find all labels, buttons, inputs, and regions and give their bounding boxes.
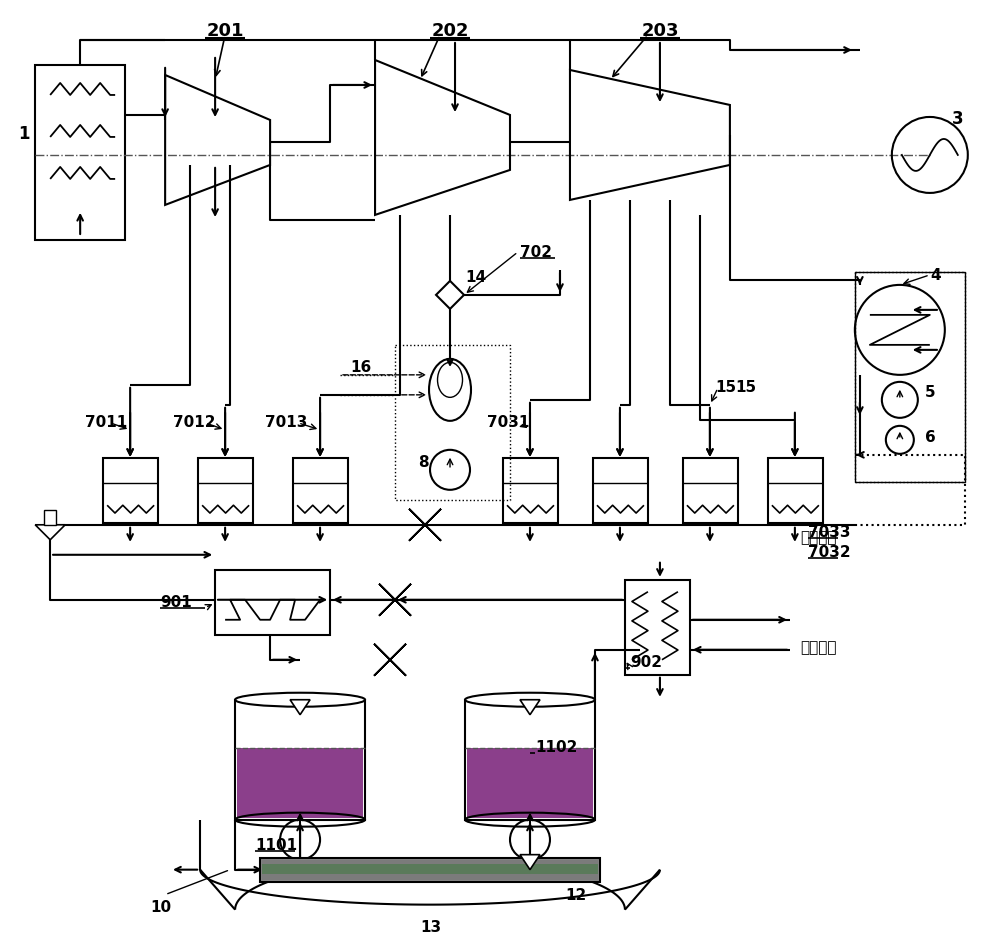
Text: 7013: 7013 — [265, 415, 307, 430]
Text: 4: 4 — [930, 268, 940, 283]
Polygon shape — [520, 700, 540, 715]
Bar — [503, 458, 558, 523]
Text: 10: 10 — [150, 900, 171, 915]
Text: 热网供水: 热网供水 — [800, 639, 836, 654]
Text: 201: 201 — [206, 22, 244, 40]
Bar — [465, 700, 595, 820]
Ellipse shape — [465, 693, 595, 707]
Text: 3: 3 — [952, 110, 963, 128]
Polygon shape — [374, 644, 406, 676]
Text: 6: 6 — [925, 430, 936, 445]
Bar — [467, 747, 593, 818]
Text: 8: 8 — [418, 454, 429, 470]
Polygon shape — [290, 700, 310, 715]
Bar — [260, 857, 600, 882]
Bar — [625, 579, 690, 675]
Text: 供热回水: 供热回水 — [800, 530, 836, 545]
Text: 1: 1 — [18, 125, 30, 143]
Polygon shape — [379, 584, 411, 616]
Polygon shape — [35, 525, 65, 540]
Bar — [593, 458, 648, 523]
Bar — [35, 65, 125, 239]
Bar — [262, 860, 598, 880]
Polygon shape — [409, 509, 441, 541]
Text: 7032: 7032 — [808, 545, 851, 560]
Text: 12: 12 — [565, 887, 586, 902]
Bar — [44, 510, 56, 525]
Bar — [237, 747, 363, 818]
Polygon shape — [379, 584, 411, 616]
Polygon shape — [436, 281, 464, 309]
Text: 1101: 1101 — [255, 838, 297, 853]
Text: 5: 5 — [925, 385, 935, 400]
Text: 1102: 1102 — [535, 740, 577, 755]
Text: 14: 14 — [465, 269, 486, 285]
Bar — [683, 458, 738, 523]
Polygon shape — [520, 854, 540, 870]
Bar — [215, 570, 330, 635]
Polygon shape — [409, 509, 441, 541]
Text: 7031: 7031 — [487, 415, 529, 430]
Bar — [855, 272, 965, 482]
Text: 202: 202 — [431, 22, 469, 40]
Bar — [768, 458, 823, 523]
Text: 16: 16 — [350, 360, 371, 375]
Polygon shape — [374, 644, 406, 676]
Text: 7011: 7011 — [85, 415, 127, 430]
Text: 901: 901 — [160, 594, 192, 609]
Text: 13: 13 — [420, 919, 441, 934]
Bar — [103, 458, 158, 523]
Text: 7033: 7033 — [808, 525, 850, 540]
Bar — [293, 458, 348, 523]
Bar — [235, 700, 365, 820]
Bar — [198, 458, 253, 523]
Text: 203: 203 — [641, 22, 679, 40]
Ellipse shape — [235, 693, 365, 707]
Text: 15: 15 — [715, 380, 736, 395]
Text: 702: 702 — [520, 245, 552, 260]
Text: 15: 15 — [735, 380, 756, 395]
Text: 7012: 7012 — [173, 415, 216, 430]
Bar — [262, 864, 598, 873]
Text: 902: 902 — [630, 654, 662, 670]
